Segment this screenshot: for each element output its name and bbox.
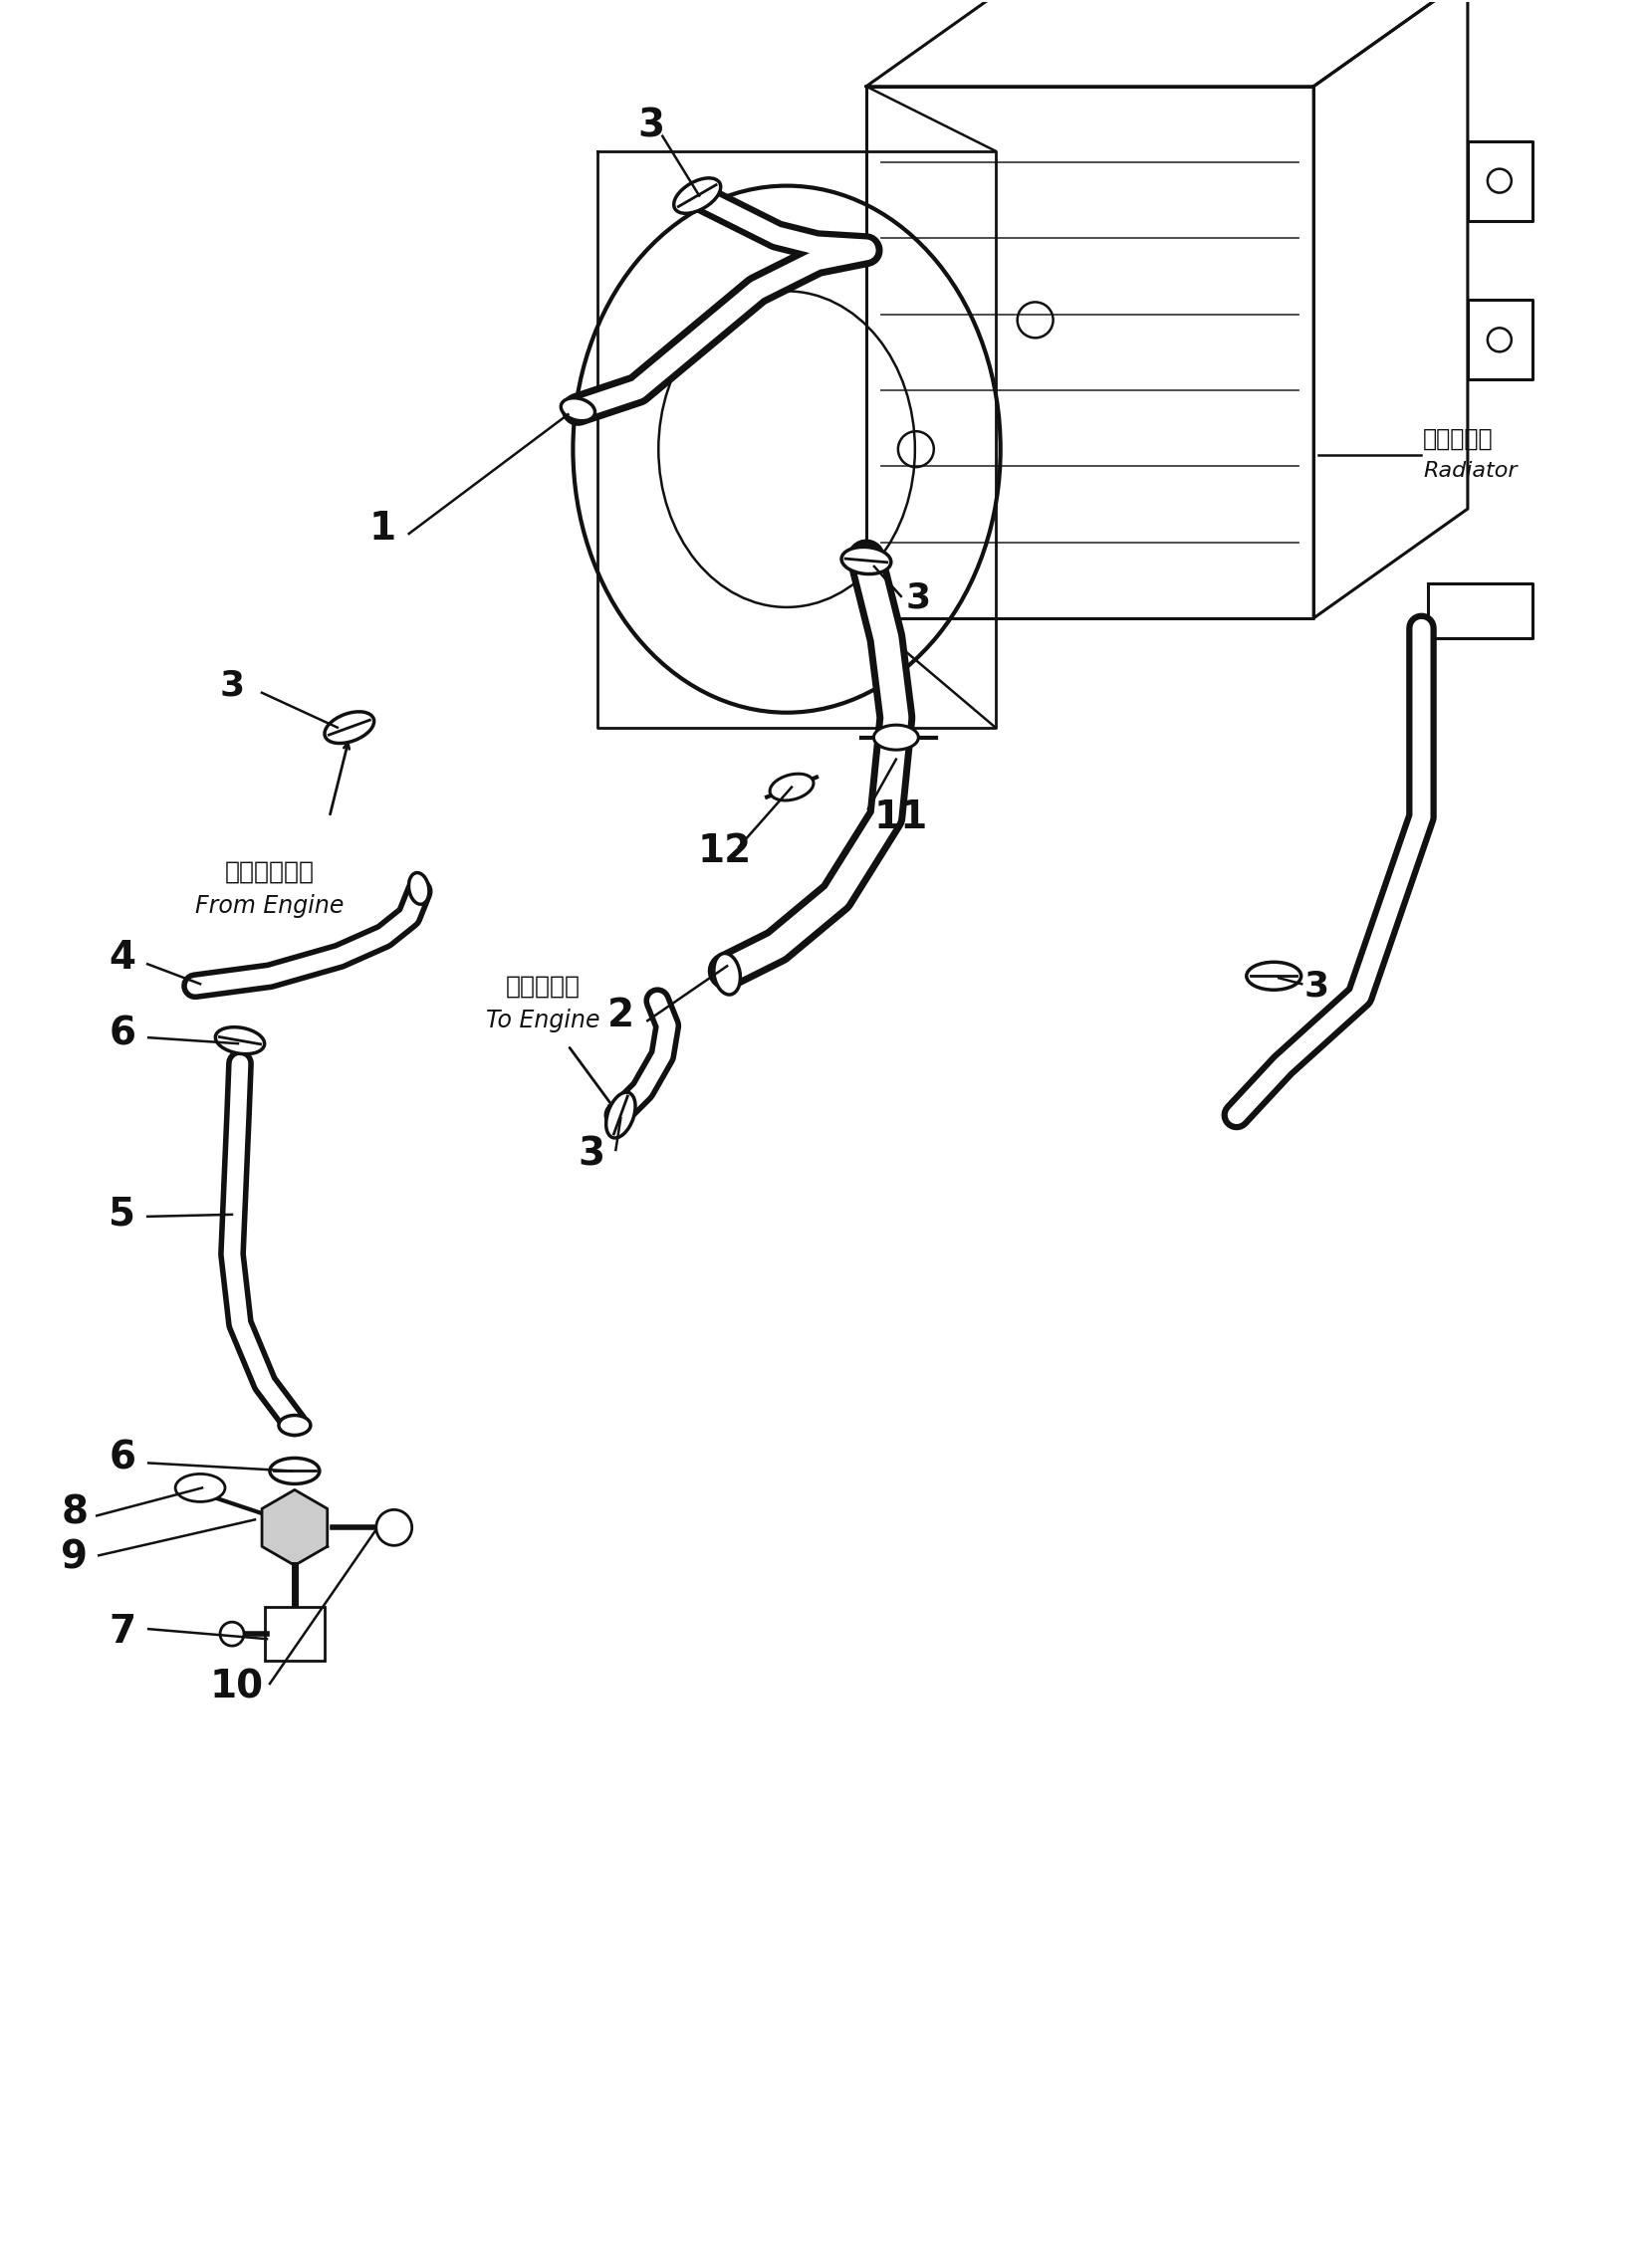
Ellipse shape — [409, 873, 428, 905]
Text: 3: 3 — [1304, 968, 1328, 1002]
Ellipse shape — [270, 1458, 320, 1483]
Text: ラジエータ: ラジエータ — [1422, 426, 1493, 451]
Text: 12: 12 — [697, 832, 751, 871]
Circle shape — [219, 1622, 244, 1647]
Text: 8: 8 — [61, 1495, 87, 1531]
Text: 3: 3 — [577, 1136, 605, 1175]
FancyBboxPatch shape — [265, 1608, 325, 1660]
Ellipse shape — [606, 1093, 634, 1139]
Ellipse shape — [840, 547, 890, 574]
Text: 10: 10 — [209, 1667, 264, 1706]
Ellipse shape — [1246, 962, 1300, 989]
Ellipse shape — [216, 1027, 264, 1055]
Text: 4: 4 — [109, 939, 135, 978]
Text: 2: 2 — [608, 998, 634, 1034]
Text: 6: 6 — [109, 1014, 135, 1052]
Ellipse shape — [560, 397, 595, 422]
Text: 1: 1 — [369, 510, 396, 547]
Ellipse shape — [674, 179, 720, 213]
Circle shape — [376, 1510, 412, 1545]
Ellipse shape — [714, 953, 740, 996]
Ellipse shape — [325, 712, 374, 744]
Ellipse shape — [175, 1474, 224, 1501]
Text: Radiator: Radiator — [1422, 460, 1516, 481]
Text: 7: 7 — [109, 1613, 135, 1651]
Ellipse shape — [873, 726, 918, 751]
Polygon shape — [262, 1490, 328, 1565]
Text: From Engine: From Engine — [196, 894, 344, 919]
Text: 3: 3 — [638, 107, 664, 145]
Text: 3: 3 — [219, 669, 246, 703]
Text: 5: 5 — [109, 1195, 135, 1234]
Text: 9: 9 — [61, 1538, 87, 1576]
Text: 3: 3 — [905, 581, 931, 615]
Text: 11: 11 — [873, 798, 928, 837]
Ellipse shape — [279, 1415, 310, 1436]
Text: 6: 6 — [109, 1440, 135, 1476]
Ellipse shape — [770, 773, 812, 801]
Text: エンジンへ: エンジンへ — [506, 973, 580, 998]
Text: To Engine: To Engine — [486, 1009, 600, 1032]
Text: エンジンから: エンジンから — [224, 860, 315, 885]
